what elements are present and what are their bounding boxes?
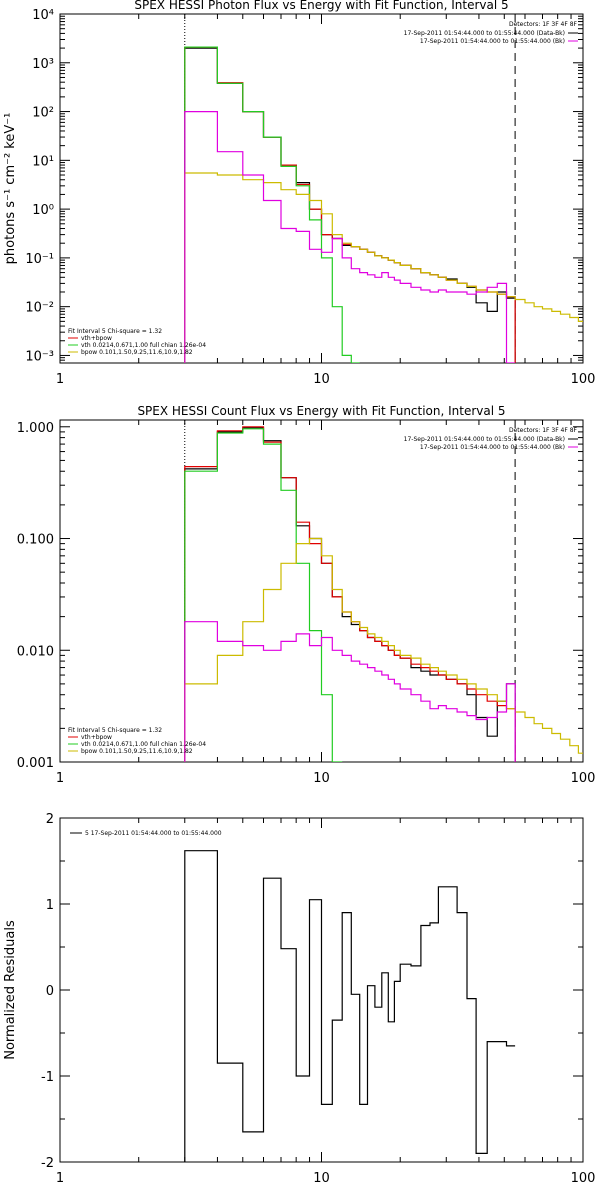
x-tick-label: 100: [571, 372, 596, 387]
x-tick-label: 10: [313, 372, 330, 387]
fit-legend-entry-vth: vth 0.0214,0.671,1.00 full chian 1.26e-0…: [81, 342, 206, 349]
legend-entry-background: 17-Sep-2011 01:54:44.000 to 01:55:44.000…: [420, 38, 565, 45]
legend-entry-data: 17-Sep-2011 01:54:44.000 to 01:55:44.000…: [404, 436, 565, 443]
series-bpow-line: [184, 537, 583, 762]
y-tick-label: 10⁴: [32, 8, 54, 23]
series-total-line: [184, 46, 516, 363]
series-bpow-line: [184, 172, 583, 363]
chart-panel-2: SPEX HESSI Count Flux vs Energy with Fit…: [17, 404, 596, 786]
x-tick-label: 1: [56, 372, 64, 387]
fit-legend-title: Fit Interval 5 Chi-square = 1.32: [68, 727, 162, 734]
series-background-line: [184, 111, 516, 363]
y-tick-label: 10¹: [32, 154, 54, 169]
chart-panel-3: Normalized Residuals 1 10 100 -2 -1 0 1 2 5 17-Se…: [3, 812, 595, 1186]
y-tick-label: 10⁻¹: [25, 252, 54, 267]
y-tick-label: 2: [46, 812, 54, 827]
y-tick-label: 0.100: [17, 533, 54, 548]
y-tick-label: 10³: [32, 57, 54, 72]
legend-entry-background: 17-Sep-2011 01:54:44.000 to 01:55:44.000…: [420, 444, 565, 451]
series-vth-line: [184, 428, 343, 762]
plot-frame: [59, 419, 584, 763]
fit-legend-entry-total: vth+bpow: [81, 734, 112, 741]
chart-title: SPEX HESSI Photon Flux vs Energy with Fi…: [134, 0, 508, 12]
detectors-label: Detectors: 1F 3F 4F 8F: [509, 427, 578, 434]
fit-legend-entry-vth: vth 0.0214,0.671,1.00 full chian 1.26e-0…: [81, 741, 206, 748]
y-tick-label: 1: [46, 898, 54, 913]
y-axis-label: photons s⁻¹ cm⁻² keV⁻¹: [3, 113, 18, 265]
chart-title: SPEX HESSI Count Flux vs Energy with Fit…: [137, 404, 505, 418]
y-tick-label: -2: [41, 1156, 54, 1171]
x-tick-label: 100: [571, 771, 596, 786]
y-tick-label: 0: [46, 984, 54, 999]
chart-panel-1: SPEX HESSI Photon Flux vs Energy with Fi…: [3, 0, 595, 387]
y-tick-label: 10²: [32, 106, 54, 121]
x-tick-label: 10: [313, 771, 330, 786]
legend-entry-data: 17-Sep-2011 01:54:44.000 to 01:55:44.000…: [404, 30, 565, 37]
x-tick-label: 1: [56, 1171, 64, 1186]
series-data-line: [184, 47, 516, 363]
series-vth-line: [184, 46, 360, 363]
x-tick-label: 100: [571, 1171, 596, 1186]
plot-frame: [59, 13, 584, 364]
y-tick-label: 10⁰: [32, 203, 54, 218]
series-total-line: [184, 426, 516, 762]
fit-legend-entry-total: vth+bpow: [81, 335, 112, 342]
detectors-label: Detectors: 1F 3F 4F 8F: [509, 21, 578, 28]
y-axis-label: Normalized Residuals: [3, 920, 18, 1060]
fit-legend-title: Fit Interval 5 Chi-square = 1.32: [68, 328, 162, 335]
y-tick-label: -1: [41, 1070, 54, 1085]
y-tick-label: 0.010: [17, 644, 54, 659]
series-data-line: [184, 850, 516, 1162]
fit-legend-entry-bpow: bpow 0.101,1.50,9.25,11.6,10.9,1.82: [81, 748, 193, 755]
y-tick-label: 0.001: [17, 756, 54, 771]
x-tick-label: 1: [56, 771, 64, 786]
y-tick-label: 10⁻³: [25, 349, 54, 364]
legend-entry-residuals: 5 17-Sep-2011 01:54:44.000 to 01:55:44.0…: [85, 830, 222, 837]
y-tick-label: 10⁻²: [25, 301, 54, 316]
series-background-line: [184, 621, 516, 762]
y-tick-label: 1.000: [17, 421, 54, 436]
x-tick-label: 10: [313, 1171, 330, 1186]
fit-legend-entry-bpow: bpow 0.101,1.50,9.25,11.6,10.9,1.82: [81, 349, 193, 356]
